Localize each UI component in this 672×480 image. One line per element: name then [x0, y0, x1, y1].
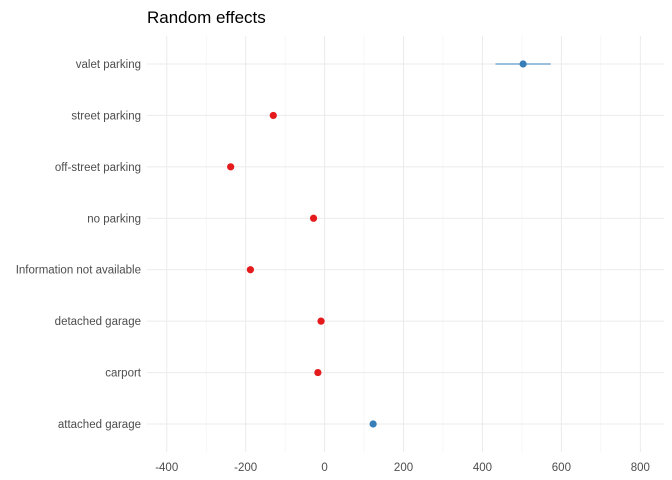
x-tick-label: 200 [394, 462, 413, 474]
data-point [317, 317, 325, 325]
data-point [246, 266, 254, 274]
x-tick-label: 0 [321, 462, 327, 474]
gridlines [147, 36, 664, 452]
x-tick-label: -200 [234, 462, 257, 474]
x-tick-label: -400 [155, 462, 178, 474]
data-point [519, 60, 527, 68]
y-tick-label: detached garage [55, 316, 141, 328]
y-tick-label: street parking [71, 110, 141, 122]
y-tick-label: off-street parking [55, 162, 141, 174]
chart-title: Random effects [147, 8, 266, 27]
data-point [309, 214, 318, 222]
data-point [314, 368, 322, 377]
x-tick-label: 600 [552, 462, 571, 474]
y-tick-label: carport [105, 368, 142, 380]
data-point [369, 420, 377, 428]
x-tick-label: 400 [473, 462, 492, 474]
y-tick-label: attached garage [58, 419, 141, 431]
x-tick-label: 800 [631, 462, 650, 474]
y-tick-label: no parking [87, 213, 141, 225]
x-axis-labels: -400 -200 0 200 400 600 800 [155, 462, 650, 474]
data-marks [227, 60, 551, 428]
data-point [227, 163, 235, 171]
y-tick-label: Information not available [16, 265, 141, 277]
data-point [269, 111, 277, 120]
y-axis-labels: valet parking street parking off-street pa… [16, 59, 142, 431]
y-tick-label: valet parking [76, 59, 141, 71]
